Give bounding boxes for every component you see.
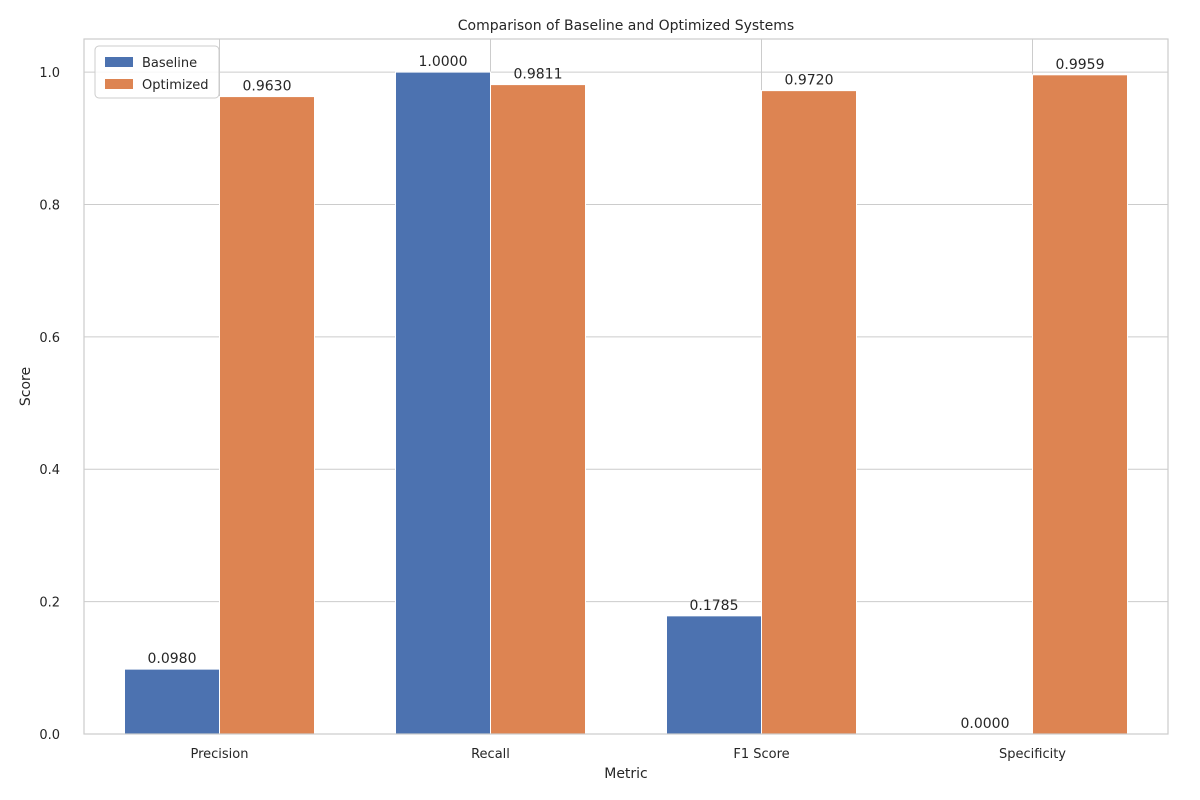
bar-value-label: 0.9811 [514, 67, 563, 83]
bar-optimized-specificity [1032, 74, 1128, 735]
bar-value-label: 0.0980 [148, 651, 197, 667]
legend: Baseline Optimized [94, 45, 220, 99]
bar-value-label: 0.9959 [1056, 57, 1105, 73]
legend-label-baseline: Baseline [142, 56, 197, 71]
bar-value-label: 0.1785 [690, 598, 739, 614]
y-tick-labels: 0.0 0.2 0.4 0.6 0.8 1.0 [39, 66, 60, 743]
chart-title: Comparison of Baseline and Optimized Sys… [458, 18, 794, 34]
bar-baseline-f1-score [666, 615, 762, 735]
bar-value-label: 0.9630 [243, 79, 292, 95]
bar-optimized-f1-score [761, 90, 857, 735]
legend-label-optimized: Optimized [142, 78, 209, 93]
y-tick-label: 0.6 [39, 331, 60, 346]
bar-value-label: 0.0000 [961, 716, 1010, 732]
y-tick-label: 0.8 [39, 198, 60, 213]
bar-optimized-precision [219, 96, 315, 735]
x-axis-label: Metric [604, 766, 648, 782]
bar-optimized-recall [490, 84, 586, 735]
y-tick-label: 0.2 [39, 596, 60, 611]
bar-baseline-recall [395, 71, 491, 735]
bars-layer [124, 71, 1128, 735]
bar-value-label: 0.9720 [785, 73, 834, 89]
x-tick-label: F1 Score [733, 747, 789, 762]
y-axis-label: Score [18, 367, 34, 406]
y-tick-label: 0.4 [39, 463, 60, 478]
legend-swatch-baseline [105, 57, 133, 67]
y-tick-label: 0.0 [39, 728, 60, 743]
x-tick-label: Precision [190, 747, 248, 762]
legend-swatch-optimized [105, 79, 133, 89]
x-tick-label: Recall [471, 747, 510, 762]
bar-labels-layer: 0.0980 1.0000 0.1785 0.0000 0.9630 0.9811 0.97… [148, 54, 1105, 732]
x-tick-label: Specificity [999, 747, 1066, 762]
y-tick-label: 1.0 [39, 66, 60, 81]
bar-baseline-precision [124, 668, 220, 735]
x-tick-labels: Precision Recall F1 Score Specificity [190, 747, 1066, 762]
plot-frame [83, 38, 1169, 735]
bar-value-label: 1.0000 [419, 54, 468, 70]
